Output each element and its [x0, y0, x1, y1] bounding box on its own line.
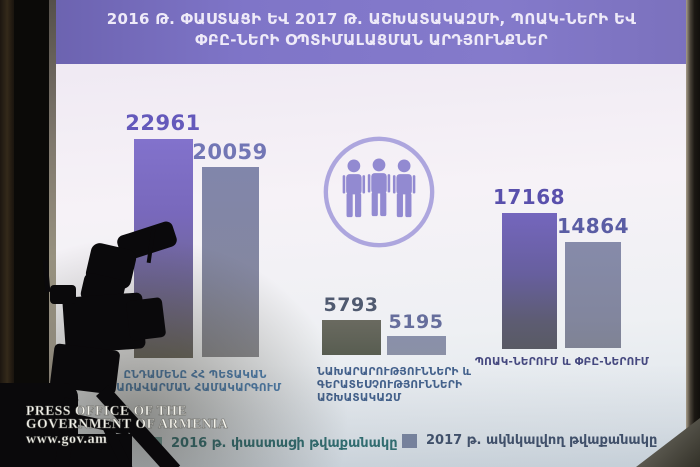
group3-label: ՊՈԱԿ-ՆԵՐՈՒՄ և ՓԲԸ-ՆԵՐՈՒՄ: [442, 356, 682, 369]
legend-label-2017: 2017 թ. ակնկալվող թվաքանակը: [426, 433, 658, 448]
screen-frame-right: [686, 0, 700, 467]
curtain-edge: [0, 0, 16, 467]
emblem-ring: [323, 136, 435, 248]
watermark-line2: GOVERNMENT OF ARMENIA: [26, 416, 229, 432]
value-label-2017-group2: 5195: [388, 311, 444, 333]
camera-viewfinder: [50, 285, 76, 304]
group2-label-line3: ԱՇԽԱՏԱԿԱԶՄ: [317, 392, 402, 404]
value-label-2016-group2: 5793: [323, 294, 379, 316]
value-label-2016-group3: 17168: [492, 185, 566, 209]
group2-label-line2: ԳԵՐԱՏԵՍՉՈՒԹՅՈՒՆՆԵՐԻ: [317, 379, 463, 391]
legend-swatch-2017: [402, 434, 417, 448]
bar-2016-group3: [502, 213, 557, 349]
group3-label-line1: ՊՈԱԿ-ՆԵՐՈՒՄ և ՓԲԸ-ՆԵՐՈՒՄ: [474, 356, 650, 368]
value-label-2017-group1: 20059: [192, 140, 268, 164]
people-emblem: [321, 134, 437, 250]
watermark-url: www.gov.am: [26, 432, 108, 448]
bar-2016-group2: [322, 320, 381, 355]
bar-2017-group3: [565, 242, 621, 348]
person-icon: [392, 159, 416, 218]
group1-label-line1: ԸՆԴԱՄԵՆԸ ՀՀ ՊԵՏԱԿԱՆ: [123, 369, 267, 381]
slide-title-line-2: ՓԲԸ-ՆԵՐԻ ՕՊՏԻՄԱԼԱՑՄԱՆ ԱՐԴՅՈՒՆՔՆԵՐ: [195, 31, 548, 49]
bar-2017-group1: [202, 167, 259, 357]
group1-label: ԸՆԴԱՄԵՆԸ ՀՀ ՊԵՏԱԿԱՆ ԿԱՌԱՎԱՐՄԱՆ ՀԱՄԱԿԱՐԳՈ…: [85, 369, 305, 395]
press-office-watermark: PRESS OFFICE OF THE GOVERNMENT OF ARMENI…: [26, 403, 229, 448]
value-label-2016-group1: 22961: [125, 111, 201, 135]
three-people-in-circle-icon: [323, 136, 435, 248]
person-icon: [367, 158, 391, 217]
person-icon: [342, 159, 366, 218]
watermark-line1: PRESS OFFICE OF THE: [26, 403, 188, 418]
screen-frame-left: [49, 0, 56, 467]
slide-title-line-1: 2016 Թ. ՓԱՍՏԱՑԻ ԵՎ 2017 Թ. ԱՇԽԱՏԱԿԱԶՄԻ, …: [106, 10, 637, 28]
camera-battery-pack: [125, 296, 167, 342]
group2-label: ՆԱԽԱՐԱՐՈՒԹՅՈՒՆՆԵՐԻ և ԳԵՐԱՏԵՍՉՈՒԹՅՈՒՆՆԵՐԻ…: [317, 366, 507, 405]
legend-label-2016: 2016 թ. փաստացի թվաքանակը: [171, 436, 398, 451]
slide-title-banner: 2016 Թ. ՓԱՍՏԱՑԻ ԵՎ 2017 Թ. ԱՇԽԱՏԱԿԱԶՄԻ, …: [55, 0, 688, 64]
value-label-2017-group3: 14864: [556, 214, 630, 238]
group1-label-line2: ԿԱՌԱՎԱՐՄԱՆ ՀԱՄԱԿԱՐԳՈՒՄ: [108, 382, 282, 394]
bar-2017-group2: [387, 336, 446, 355]
group2-label-line1: ՆԱԽԱՐԱՐՈՒԹՅՈՒՆՆԵՐԻ և: [317, 366, 472, 378]
